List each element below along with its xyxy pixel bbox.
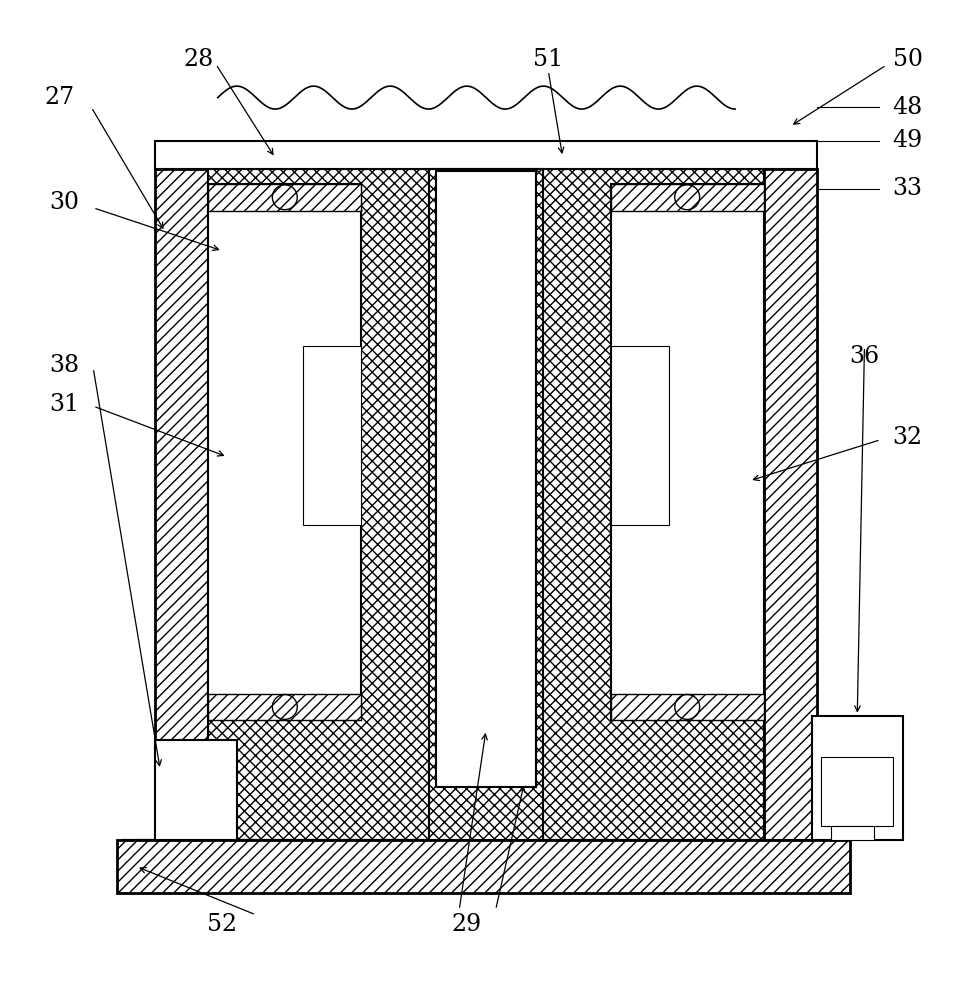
Bar bbox=[118, 840, 850, 893]
Bar bbox=[156, 740, 237, 840]
Bar bbox=[429, 169, 543, 840]
Bar bbox=[821, 757, 893, 826]
Text: 31: 31 bbox=[50, 393, 80, 416]
Bar bbox=[610, 694, 764, 720]
Bar bbox=[543, 169, 764, 840]
Text: 33: 33 bbox=[892, 177, 922, 200]
Text: 48: 48 bbox=[892, 96, 922, 119]
Bar bbox=[610, 346, 669, 525]
Text: 36: 36 bbox=[850, 345, 880, 368]
Text: 29: 29 bbox=[452, 913, 482, 936]
Bar bbox=[764, 169, 816, 840]
Bar bbox=[610, 184, 764, 720]
Bar bbox=[208, 694, 362, 720]
Bar bbox=[436, 171, 536, 787]
Bar bbox=[303, 346, 362, 525]
Bar bbox=[208, 184, 362, 720]
Text: 51: 51 bbox=[534, 48, 564, 71]
Text: 30: 30 bbox=[50, 191, 80, 214]
Text: 32: 32 bbox=[892, 426, 922, 449]
Text: 38: 38 bbox=[50, 354, 80, 377]
Bar bbox=[156, 169, 208, 840]
Bar bbox=[812, 716, 903, 840]
Text: 49: 49 bbox=[892, 129, 922, 152]
Text: 52: 52 bbox=[207, 913, 237, 936]
Bar bbox=[156, 141, 816, 169]
Bar bbox=[208, 169, 764, 840]
Bar bbox=[831, 826, 874, 840]
Text: 28: 28 bbox=[184, 48, 214, 71]
Bar bbox=[208, 184, 362, 211]
Bar bbox=[610, 184, 764, 211]
Text: 27: 27 bbox=[45, 86, 75, 109]
Text: 50: 50 bbox=[892, 48, 922, 71]
Bar bbox=[208, 169, 429, 840]
